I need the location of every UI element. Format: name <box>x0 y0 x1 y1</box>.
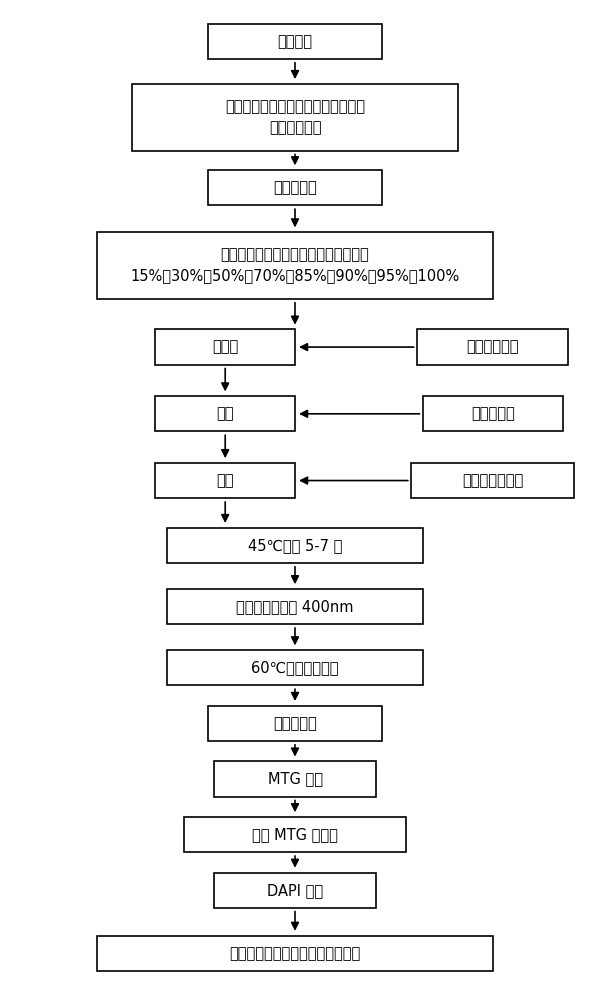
Bar <box>423 396 563 431</box>
Bar <box>167 589 423 624</box>
Text: DAPI 染色: DAPI 染色 <box>267 883 323 898</box>
Bar <box>208 706 382 741</box>
Text: 60℃烤干固定切片: 60℃烤干固定切片 <box>251 660 339 675</box>
Bar <box>155 396 295 431</box>
Text: 半薄切片，厚度 400nm: 半薄切片，厚度 400nm <box>236 599 354 614</box>
Text: 配制预滲透液: 配制预滲透液 <box>467 340 519 355</box>
Bar <box>167 650 423 685</box>
Text: 清洗固定液: 清洗固定液 <box>273 180 317 195</box>
Text: 45℃固化 5-7 天: 45℃固化 5-7 天 <box>248 538 342 553</box>
Text: 滲透: 滲透 <box>217 406 234 421</box>
Bar <box>97 232 493 299</box>
Bar <box>185 817 405 852</box>
Text: MTG 染色: MTG 染色 <box>267 771 323 786</box>
Text: 配制滲透液: 配制滲透液 <box>471 406 514 421</box>
Bar <box>208 170 382 205</box>
Bar <box>97 936 493 971</box>
Text: 预滲透: 预滲透 <box>212 340 238 355</box>
Text: 用酒精进行梯度脱水，酒精梯度设置为
15%、30%、50%、70%、85%、90%、95%、100%: 用酒精进行梯度脱水，酒精梯度设置为 15%、30%、50%、70%、85%、90… <box>130 248 460 284</box>
Text: 包埋: 包埋 <box>217 473 234 488</box>
Bar <box>132 84 458 151</box>
Text: 切片脱树脂: 切片脱树脂 <box>273 716 317 731</box>
Text: 醛酸杨红染色确定花粉发育时期，并
进行花药固定: 醛酸杨红染色确定花粉发育时期，并 进行花药固定 <box>225 99 365 135</box>
Bar <box>417 329 568 365</box>
Bar <box>214 761 376 797</box>
Bar <box>208 24 382 59</box>
Bar <box>167 528 423 563</box>
Bar <box>411 463 574 498</box>
Bar <box>155 329 295 365</box>
Bar <box>155 463 295 498</box>
Text: 荧光显微镜下观察先蓝光后紫外光: 荧光显微镜下观察先蓝光后紫外光 <box>230 946 360 961</box>
Text: 新鲜配制包埋液: 新鲜配制包埋液 <box>462 473 523 488</box>
Text: 花朵采集: 花朵采集 <box>277 34 313 49</box>
Bar <box>214 873 376 908</box>
Text: 清洗 MTG 染色液: 清洗 MTG 染色液 <box>252 827 338 842</box>
